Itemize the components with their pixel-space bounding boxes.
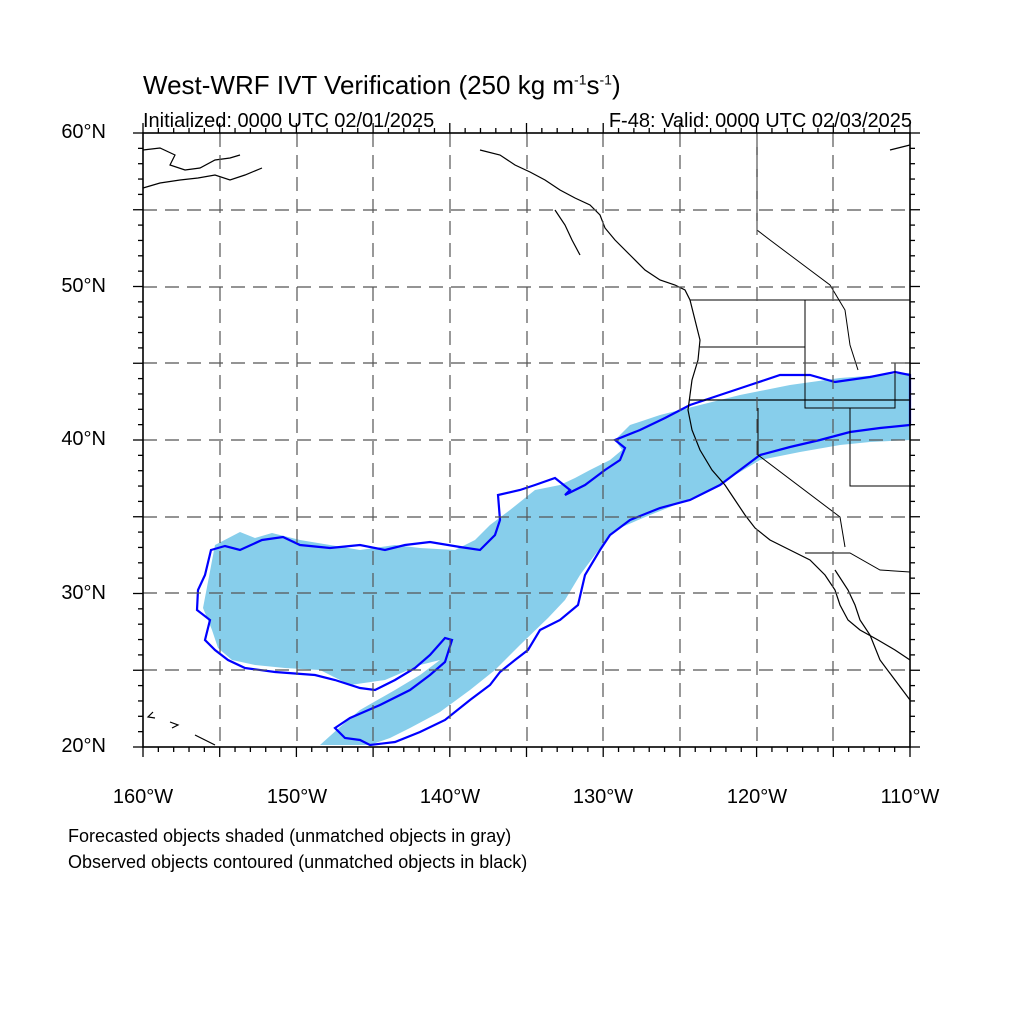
note-forecast: Forecasted objects shaded (unmatched obj… <box>68 826 512 846</box>
lon-label-160w: 160°W <box>112 786 174 808</box>
initialized-time: Initialized: 0000 UTC 02/01/2025 <box>143 110 435 132</box>
coastlines <box>142 144 911 746</box>
lat-label-40n: 40°N <box>61 428 106 450</box>
valid-time: F-48: Valid: 0000 UTC 02/03/2025 <box>608 110 912 132</box>
lat-label-20n: 20°N <box>61 735 106 757</box>
state-borders <box>690 133 911 573</box>
lon-label-140w: 140°W <box>419 786 481 808</box>
lat-label-30n: 30°N <box>61 582 106 604</box>
plot-title: West-WRF IVT Verification (250 kg m-1s-1… <box>143 70 621 100</box>
lon-label-110w: 110°W <box>880 786 940 808</box>
lat-label-50n: 50°N <box>61 275 106 297</box>
lon-label-150w: 150°W <box>266 786 328 808</box>
forecast-object <box>203 373 910 745</box>
lon-label-120w: 120°W <box>726 786 788 808</box>
lat-label-60n: 60°N <box>61 121 106 143</box>
graticule <box>143 133 910 747</box>
tick-marks <box>133 123 920 757</box>
lon-label-130w: 130°W <box>572 786 634 808</box>
note-observed: Observed objects contoured (unmatched ob… <box>68 852 528 872</box>
